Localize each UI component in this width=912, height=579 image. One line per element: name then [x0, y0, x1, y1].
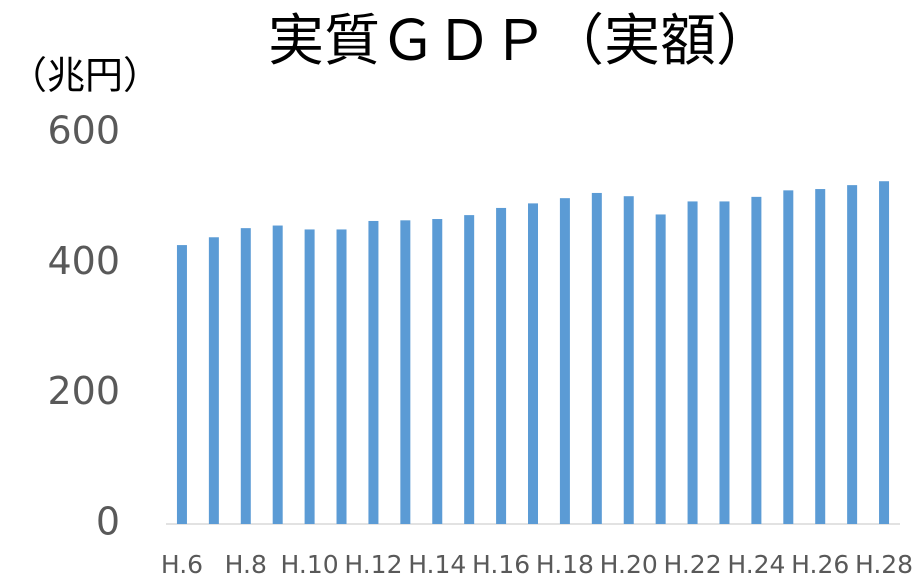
bar — [336, 229, 347, 525]
bar — [272, 225, 283, 524]
bar — [655, 214, 666, 525]
bar — [719, 201, 730, 525]
bar — [623, 196, 634, 524]
y-tick-label: 200 — [47, 369, 120, 413]
bar — [783, 190, 794, 524]
bar — [496, 207, 507, 525]
x-tick-label: H.16 — [472, 550, 530, 579]
x-tick-label: H.18 — [536, 550, 594, 579]
bar — [400, 220, 411, 524]
bar — [879, 181, 890, 524]
x-tick-label: H.12 — [344, 550, 402, 579]
y-tick-label: 0 — [96, 500, 120, 544]
bar — [528, 203, 538, 524]
x-tick-label: H.14 — [408, 550, 466, 579]
bar — [847, 185, 858, 524]
x-tick-label: H.28 — [855, 550, 912, 579]
bar — [687, 201, 698, 525]
bar — [751, 196, 762, 524]
bar — [208, 237, 219, 524]
x-tick-label: H.8 — [225, 550, 267, 579]
x-tick-label: H.24 — [727, 550, 785, 579]
x-tick-label: H.6 — [161, 550, 203, 579]
bar — [815, 189, 826, 524]
y-tick-label: 400 — [47, 239, 120, 283]
y-tick-label: 600 — [47, 109, 120, 153]
bar — [240, 228, 251, 525]
bar — [432, 219, 443, 524]
y-axis-label: （兆円） — [9, 54, 161, 98]
x-tick-label: H.10 — [281, 550, 339, 579]
bar — [368, 220, 379, 524]
bar — [559, 198, 570, 524]
bar — [304, 229, 315, 525]
bar — [176, 245, 187, 524]
bar — [464, 215, 475, 525]
bar — [591, 192, 602, 524]
x-tick-label: H.22 — [664, 550, 722, 579]
chart-title: 実質ＧＤＰ（実額） — [268, 9, 772, 74]
x-tick-label: H.26 — [791, 550, 849, 579]
x-tick-label: H.20 — [600, 550, 658, 579]
